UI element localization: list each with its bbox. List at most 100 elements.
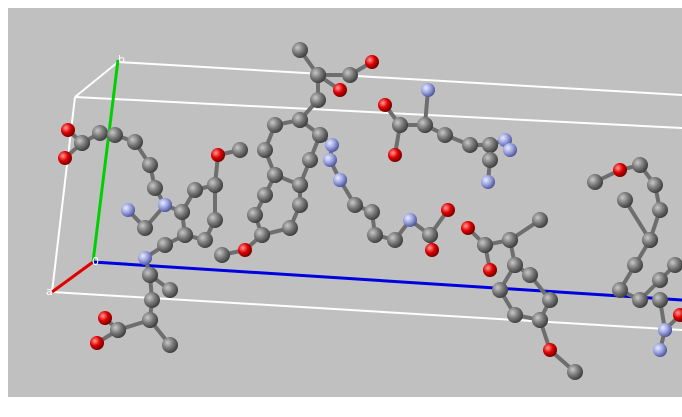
b-axis bbox=[91, 59, 120, 263]
atom bbox=[613, 163, 627, 177]
atom bbox=[214, 247, 230, 263]
atom bbox=[532, 312, 548, 328]
atom bbox=[421, 83, 435, 97]
atom bbox=[127, 134, 143, 150]
cell-edge bbox=[74, 96, 682, 129]
atom bbox=[138, 251, 152, 265]
axis-label: a bbox=[46, 285, 53, 298]
atom bbox=[177, 227, 193, 243]
atom bbox=[502, 232, 518, 248]
atom bbox=[90, 336, 104, 350]
bond bbox=[147, 274, 172, 347]
atom bbox=[507, 307, 523, 323]
atom bbox=[232, 142, 248, 158]
atom bbox=[142, 157, 158, 173]
atom bbox=[144, 292, 160, 308]
atom bbox=[147, 180, 163, 196]
atom bbox=[207, 177, 223, 193]
atom bbox=[257, 142, 273, 158]
atom bbox=[543, 343, 557, 357]
atom bbox=[388, 148, 402, 162]
atom bbox=[667, 257, 682, 273]
atom bbox=[367, 227, 383, 243]
atom bbox=[110, 322, 126, 338]
atom bbox=[532, 212, 548, 228]
atom bbox=[403, 213, 417, 227]
atom bbox=[310, 67, 326, 83]
atom bbox=[647, 177, 663, 193]
atom bbox=[292, 177, 308, 193]
atom bbox=[653, 343, 667, 357]
atom bbox=[652, 292, 668, 308]
atom bbox=[477, 237, 493, 253]
cell-edge bbox=[74, 61, 119, 98]
atom bbox=[437, 127, 453, 143]
atom bbox=[632, 292, 648, 308]
atom bbox=[157, 237, 173, 253]
atom bbox=[333, 173, 347, 187]
axis-label: b bbox=[118, 53, 125, 66]
atom bbox=[98, 311, 112, 325]
viewport-background bbox=[8, 8, 682, 397]
atom bbox=[238, 243, 252, 257]
atom bbox=[422, 227, 438, 243]
atom bbox=[462, 137, 478, 153]
atom bbox=[503, 143, 517, 157]
atom bbox=[441, 203, 455, 217]
atom bbox=[325, 138, 339, 152]
atom bbox=[632, 157, 648, 173]
atom bbox=[612, 282, 628, 298]
atom bbox=[347, 197, 363, 213]
atom bbox=[92, 125, 108, 141]
atom bbox=[482, 152, 498, 168]
bond bbox=[184, 185, 217, 243]
atom bbox=[162, 337, 178, 353]
atom bbox=[417, 117, 433, 133]
atom bbox=[567, 364, 583, 380]
atom bbox=[365, 55, 379, 69]
atom bbox=[481, 175, 495, 189]
atom bbox=[267, 167, 283, 183]
cell-edge bbox=[117, 61, 682, 96]
atom bbox=[587, 174, 603, 190]
atom bbox=[174, 204, 190, 220]
atom bbox=[673, 308, 682, 322]
atom bbox=[658, 323, 672, 337]
atom bbox=[158, 198, 172, 212]
atom bbox=[492, 282, 508, 298]
atom bbox=[107, 127, 123, 143]
atom bbox=[292, 112, 308, 128]
atom bbox=[302, 152, 318, 168]
atom bbox=[142, 312, 158, 328]
axis-label: 0 bbox=[92, 255, 99, 268]
atom bbox=[162, 282, 178, 298]
atom bbox=[483, 263, 497, 277]
atom bbox=[74, 135, 90, 151]
atom bbox=[333, 83, 347, 97]
atom bbox=[342, 67, 358, 83]
atom bbox=[323, 153, 337, 167]
atom bbox=[387, 232, 403, 248]
atom bbox=[292, 42, 308, 58]
atom bbox=[247, 207, 263, 223]
c-axis bbox=[92, 260, 682, 302]
atom bbox=[257, 187, 273, 203]
atom bbox=[522, 267, 538, 283]
atom bbox=[187, 182, 203, 198]
molecules bbox=[58, 42, 682, 380]
atom bbox=[652, 272, 668, 288]
atom bbox=[652, 202, 668, 218]
atom bbox=[364, 204, 380, 220]
atom bbox=[137, 220, 153, 236]
atom bbox=[378, 98, 392, 112]
atom bbox=[61, 123, 75, 137]
atom bbox=[211, 148, 225, 162]
atom bbox=[197, 232, 213, 248]
atom bbox=[642, 232, 658, 248]
atom bbox=[292, 197, 308, 213]
atom bbox=[507, 257, 523, 273]
atom bbox=[461, 221, 475, 235]
atom bbox=[121, 203, 135, 217]
atom bbox=[425, 243, 439, 257]
